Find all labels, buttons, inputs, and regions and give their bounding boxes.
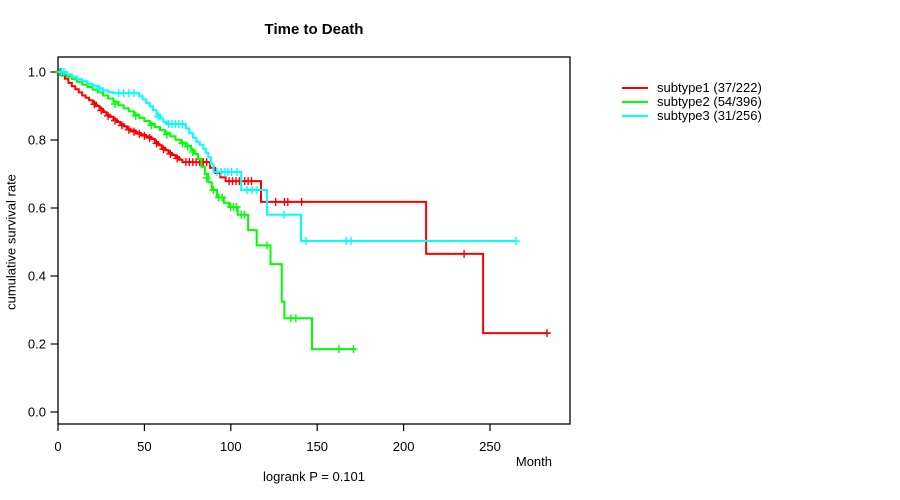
y-tick-label: 0.4 [28,269,46,284]
censor-marks-subtype3 [57,68,520,245]
legend-item-subtype3: subtype3 (31/256) [622,109,762,123]
legend: subtype1 (37/222) subtype2 (54/396) subtyp… [622,81,762,123]
y-tick-label: 1.0 [28,65,46,80]
annotation-logrank: logrank P = 0.101 [262,469,366,484]
chart-title: Time to Death [264,21,364,38]
y-tick-label: 0.6 [28,201,46,216]
x-axis-label: Month [515,454,552,469]
legend-label-subtype2: subtype2 (54/396) [657,94,762,109]
y-tick-label: 0.2 [28,337,46,352]
legend-line-swatch-subtype2 [622,100,648,104]
x-tick-label: 100 [220,439,242,454]
x-tick-label: 150 [306,439,328,454]
x-tick-label: 50 [137,439,151,454]
legend-item-subtype2: subtype2 (54/396) [622,95,762,109]
x-tick-label: 250 [479,439,501,454]
censor-marks-subtype1 [56,68,551,338]
y-tick-label: 0.0 [28,405,46,420]
legend-line-swatch-subtype3 [622,114,648,118]
legend-line-swatch-subtype1 [622,86,648,90]
y-tick-label: 0.8 [28,133,46,148]
plot-frame [57,56,571,425]
legend-label-subtype3: subtype3 (31/256) [657,108,762,123]
x-tick-label: 200 [393,439,415,454]
survival-curve-subtype2 [58,71,356,351]
legend-item-subtype1: subtype1 (37/222) [622,81,762,95]
x-tick-label: 0 [54,439,61,454]
survival-curve-subtype3 [58,71,516,242]
legend-label-subtype1: subtype1 (37/222) [657,80,762,95]
